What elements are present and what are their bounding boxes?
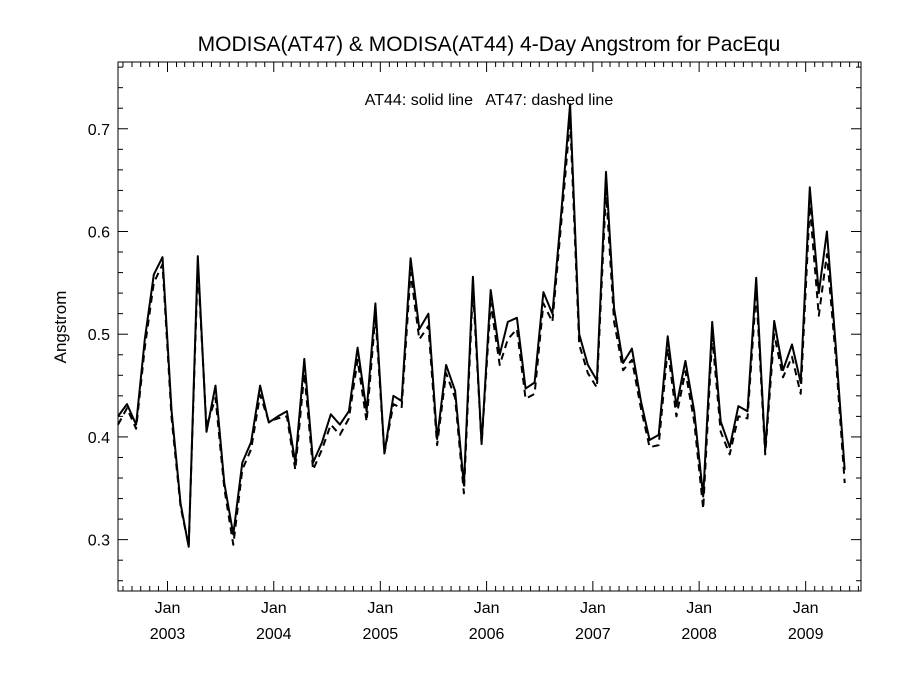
y-tick-label: 0.7 <box>88 122 110 139</box>
x-tick-year-label: 2003 <box>150 626 186 643</box>
x-tick-month-label: Jan <box>793 600 819 617</box>
x-tick-month-label: Jan <box>474 600 500 617</box>
y-axis-label: Angstrom <box>51 291 70 364</box>
x-tick-year-label: 2007 <box>575 626 611 643</box>
x-axis-ticks: Jan 2003 Jan 2004 Jan 2005 Jan 2006 Jan 2007 Jan 20… <box>122 62 859 643</box>
series-layer <box>117 103 846 548</box>
x-tick-year-label: 2008 <box>681 626 717 643</box>
y-tick-label: 0.5 <box>88 327 110 344</box>
series-annotation: AT44: solid line AT47: dashed line <box>365 92 614 109</box>
x-tick-month-label: Jan <box>580 600 606 617</box>
x-tick-year-label: 2004 <box>256 626 292 643</box>
plot-frame <box>117 61 862 592</box>
y-tick-label: 0.4 <box>88 430 110 447</box>
x-tick-year-label: 2006 <box>469 626 505 643</box>
y-axis-ticks: 0.3 0.4 0.5 0.6 0.7 <box>88 66 861 582</box>
x-tick-month-label: Jan <box>155 600 181 617</box>
x-tick-month-label: Jan <box>367 600 393 617</box>
series-line-at47 <box>117 117 846 547</box>
chart-title: MODISA(AT47) & MODISA(AT44) 4-Day Angstr… <box>198 33 781 56</box>
series-line-at44 <box>117 103 846 548</box>
x-tick-month-label: Jan <box>261 600 287 617</box>
x-tick-month-label: Jan <box>686 600 712 617</box>
y-tick-label: 0.6 <box>88 224 110 241</box>
y-tick-label: 0.3 <box>88 533 110 550</box>
x-tick-year-label: 2005 <box>363 626 399 643</box>
x-tick-year-label: 2009 <box>788 626 824 643</box>
